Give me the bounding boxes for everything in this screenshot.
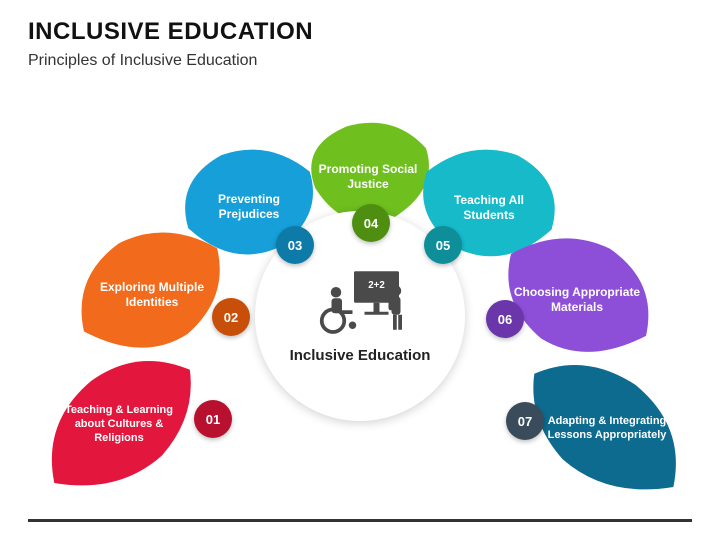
- inclusive-education-icon: 2+2: [315, 267, 405, 337]
- center-label: Inclusive Education: [290, 347, 431, 364]
- petal-07: Adapting & Integrating Lessons Appropria…: [528, 360, 686, 498]
- header: INCLUSIVE EDUCATION Principles of Inclus…: [0, 0, 720, 70]
- petal-04-number: 04: [352, 204, 390, 242]
- petal-07-number: 07: [506, 402, 544, 440]
- petal-05-number: 05: [424, 226, 462, 264]
- petal-02-number: 02: [212, 298, 250, 336]
- petal-06-number: 06: [486, 300, 524, 338]
- petal-03-number: 03: [276, 226, 314, 264]
- petal-01-number: 01: [194, 400, 232, 438]
- petal-03-label: Preventing Prejudices: [190, 192, 308, 222]
- petal-05-label: Teaching All Students: [428, 193, 550, 223]
- svg-text:2+2: 2+2: [368, 280, 385, 291]
- petal-01: Teaching & Learning about Cultures & Rel…: [42, 356, 196, 494]
- footer-rule: [28, 519, 692, 522]
- petal-06-label: Choosing Appropriate Materials: [512, 285, 642, 315]
- petal-02-label: Exploring Multiple Identities: [88, 280, 216, 310]
- petal-06: Choosing Appropriate Materials: [502, 236, 652, 364]
- petal-01-label: Teaching & Learning about Cultures & Rel…: [52, 404, 186, 445]
- page-title: INCLUSIVE EDUCATION: [28, 18, 692, 46]
- page-subtitle: Principles of Inclusive Education: [28, 52, 692, 70]
- petal-07-label: Adapting & Integrating Lessons Appropria…: [538, 415, 676, 443]
- petal-04-label: Promoting Social Justice: [312, 162, 424, 192]
- radial-diagram: Teaching & Learning about Cultures & Rel…: [0, 78, 720, 510]
